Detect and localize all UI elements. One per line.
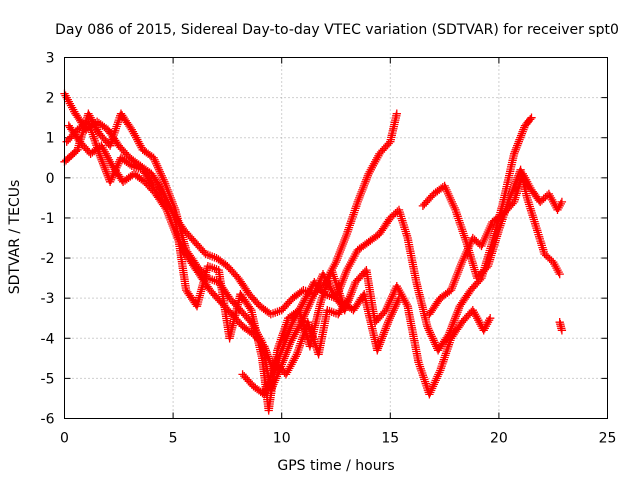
plot-frame [64, 57, 608, 419]
x-tick-label: 25 [599, 431, 617, 447]
y-tick-label: -1 [41, 211, 55, 227]
y-tick-label: -4 [41, 331, 55, 347]
x-tick-label: 5 [169, 431, 178, 447]
data-point-markers [238, 294, 354, 399]
y-tick-label: 0 [46, 171, 55, 187]
axis-ticks: 0 5 10 15 20 25 -6 -5 -4 -3 -2 -1 0 1 2 3 [41, 51, 617, 447]
x-tick-label: 10 [273, 431, 291, 447]
x-tick-label: 15 [381, 431, 399, 447]
y-axis-label: SDTVAR / TECUs [7, 180, 23, 295]
y-tick-label: -3 [41, 291, 55, 307]
chart-title: Day 086 of 2015, Sidereal Day-to-day VTE… [55, 22, 619, 38]
data-point-markers [555, 318, 567, 335]
grid [64, 57, 608, 419]
y-tick-label: -2 [41, 251, 55, 267]
data-point-markers [60, 89, 401, 319]
x-tick-label: 0 [60, 431, 69, 447]
data-point-markers [62, 117, 404, 415]
x-tick-label: 20 [490, 431, 508, 447]
series-track-4 [62, 117, 404, 415]
series-track-1 [60, 89, 401, 319]
y-tick-label: -6 [41, 412, 55, 428]
y-tick-label: 2 [46, 91, 55, 107]
data-point-markers [425, 169, 567, 319]
data-points [60, 89, 567, 415]
y-tick-label: 1 [46, 131, 55, 147]
y-tick-label: -5 [41, 371, 55, 387]
series-track-5 [238, 294, 354, 399]
y-tick-label: 3 [46, 51, 55, 67]
x-axis-label: GPS time / hours [277, 458, 394, 474]
series-track-7 [425, 169, 567, 319]
series-track-8 [555, 318, 567, 335]
